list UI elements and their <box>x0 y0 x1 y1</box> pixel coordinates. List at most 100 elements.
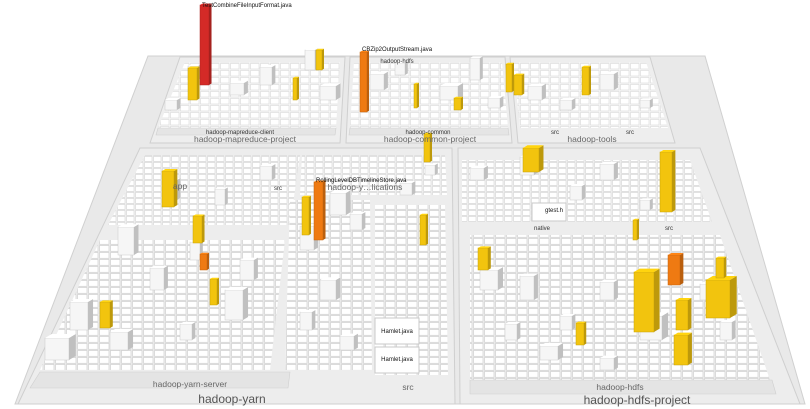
building-white-48 <box>599 161 618 181</box>
label-src-bottom: src <box>402 382 414 392</box>
small-buildings-layer <box>44 48 736 371</box>
building-white-26 <box>239 257 258 281</box>
building-white-29 <box>109 328 134 351</box>
label-hadoop-hdfs-top: hadoop-hdfs <box>380 59 413 65</box>
building-white-1 <box>229 80 248 96</box>
tower-yellow-mapreduce <box>187 66 200 101</box>
tower-rolling-leveldb-timeline-store[interactable] <box>313 180 326 241</box>
building-white-8 <box>439 82 464 101</box>
building-hamlet-1[interactable]: Hamlet.java <box>374 317 420 345</box>
label-src-tools-2: src <box>626 130 634 136</box>
tower-orange-yarn-server <box>199 252 209 271</box>
tower-yellow-mapreduce-2 <box>315 48 324 71</box>
building-white-6 <box>369 71 388 91</box>
tower-yellow-hdfs-right-2 <box>632 218 639 241</box>
tower-yellow-common-2 <box>453 96 463 111</box>
label-hadoop-mapreduce-client: hadoop-mapreduce-client <box>206 130 274 136</box>
building-white-2 <box>259 64 276 86</box>
building-white-44 <box>504 321 521 341</box>
building-white-35 <box>479 266 504 291</box>
building-white-14 <box>639 98 653 109</box>
tower-yellow-hdfs-2 <box>633 268 660 333</box>
tower-yellow-hdfs-5 <box>673 332 692 366</box>
building-white-32 <box>319 277 341 301</box>
label-hadoop-hdfs-project: hadoop-hdfs-project <box>584 393 691 407</box>
hamlet-1-label: Hamlet.java <box>381 329 413 335</box>
tower-yellow-hdfs-1 <box>477 246 491 271</box>
building-white-41 <box>719 319 736 341</box>
district-hadoop-hdfs-project[interactable] <box>457 147 801 405</box>
tower-yellow-hdfs-3 <box>705 275 737 319</box>
building-white-12 <box>559 97 576 111</box>
building-white-19 <box>349 211 366 231</box>
building-white-21 <box>424 163 438 176</box>
label-hadoop-mapreduce-project: hadoop-mapreduce-project <box>194 134 297 144</box>
label-hadoop-yarn-applications: hadoop-y…lications <box>328 182 403 192</box>
building-white-11 <box>527 83 546 101</box>
building-white-5 <box>164 97 181 111</box>
tower-yellow-hdfs-7 <box>715 256 727 279</box>
building-white-25 <box>224 286 249 321</box>
tower-yellow-hdfs-6 <box>575 321 587 346</box>
building-gtest-h[interactable]: gtest.h <box>531 202 567 222</box>
tower-yellow-yarn-apps <box>301 195 311 236</box>
building-white-27 <box>69 298 94 331</box>
tower-yellow-common-3 <box>423 132 432 163</box>
tower-yellow-yarn-server-2 <box>209 277 219 306</box>
building-white-43 <box>539 342 564 361</box>
building-white-30 <box>179 321 196 341</box>
tower-yellow-common <box>413 82 419 109</box>
building-hamlet-2[interactable]: Hamlet.java <box>374 346 420 374</box>
building-white-18 <box>329 190 351 216</box>
building-white-28 <box>44 333 76 361</box>
building-white-45 <box>469 165 488 181</box>
tower-yellow-app <box>161 168 178 208</box>
building-white-47 <box>569 183 586 201</box>
label-hotspot-1: CBZip2OutputStream.java <box>362 47 433 53</box>
tower-yellow-app-2 <box>192 214 205 244</box>
label-src-yarn-mid: src <box>274 186 282 192</box>
building-white-10 <box>487 95 504 109</box>
tower-test-combine-file-input-format[interactable] <box>199 3 212 86</box>
label-app: app <box>173 181 187 191</box>
district-hadoop-tools[interactable] <box>509 56 676 144</box>
building-white-22 <box>117 224 139 256</box>
building-white-16 <box>214 187 228 206</box>
tower-yellow-hdfs-right <box>659 149 676 213</box>
label-src-hdfs-right: src <box>665 226 673 232</box>
tower-yellow-tools <box>505 62 514 93</box>
tower-yellow-src <box>419 213 428 246</box>
building-white-49 <box>639 198 653 211</box>
label-hadoop-common-project: hadoop-common-project <box>384 134 477 144</box>
building-white-33 <box>299 309 316 331</box>
building-white-20 <box>399 180 416 196</box>
tower-yellow-tools-2 <box>513 73 525 96</box>
label-hadoop-tools: hadoop-tools <box>567 134 616 144</box>
building-white-34 <box>339 333 358 351</box>
label-src-tools-1: src <box>551 130 559 136</box>
building-white-7 <box>394 61 408 76</box>
tower-cbzip2-output-stream[interactable] <box>359 50 369 113</box>
label-hotspot-2: RollingLevelDBTimelineStore.java <box>316 178 407 184</box>
hamlet-2-label: Hamlet.java <box>381 357 413 363</box>
building-white-38 <box>599 279 618 301</box>
building-white-36 <box>519 273 538 301</box>
label-hotspot-0: TestCombineFileInputFormat.java <box>202 3 292 9</box>
building-white-37 <box>559 313 576 331</box>
label-hadoop-hdfs: hadoop-hdfs <box>596 382 643 392</box>
tower-yellow-hdfs-4 <box>675 297 692 331</box>
tower-yellow-yarn-server-3 <box>99 300 113 329</box>
label-native: native <box>534 226 551 232</box>
building-white-9 <box>469 56 483 81</box>
building-white-23 <box>149 265 168 291</box>
building-white-42 <box>599 355 618 371</box>
building-white-4 <box>319 83 341 101</box>
tower-orange-hdfs <box>667 252 684 286</box>
tower-yellow-hdfs-top <box>522 145 544 173</box>
building-white-17 <box>259 163 276 181</box>
label-hadoop-yarn: hadoop-yarn <box>198 392 265 406</box>
gtest-h-label: gtest.h <box>545 208 563 214</box>
label-hadoop-yarn-server: hadoop-yarn-server <box>153 379 227 389</box>
building-white-13 <box>599 71 618 91</box>
